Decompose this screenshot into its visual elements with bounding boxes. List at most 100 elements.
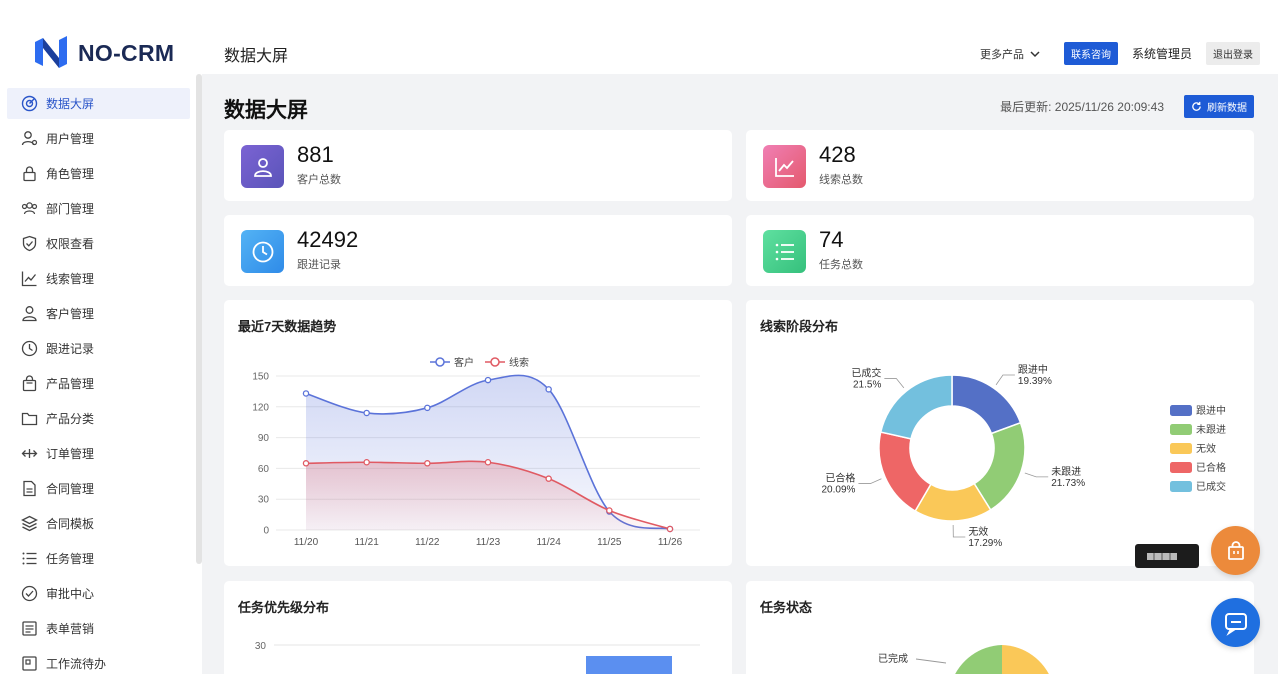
sidebar-item-workflow[interactable]: 工作流待办 <box>7 648 190 674</box>
label-leader <box>995 374 1015 386</box>
stat-card-customers[interactable]: 881 客户总数 <box>224 130 732 201</box>
sidebar-item-departments[interactable]: 部门管理 <box>7 193 190 224</box>
data-point <box>302 390 310 397</box>
data-point <box>606 507 613 514</box>
sidebar-item-label: 数据大屏 <box>46 97 95 111</box>
y-tick-label: 0 <box>263 526 269 537</box>
contact-button[interactable]: 联系咨询 <box>1063 42 1118 65</box>
x-tick-label: 11/26 <box>658 537 683 548</box>
logout-button[interactable]: 退出登录 <box>1206 42 1260 65</box>
group-icon <box>21 202 38 215</box>
sidebar-item-label: 部门管理 <box>46 202 95 216</box>
stat-card-followups[interactable]: 42492 跟进记录 <box>224 215 732 286</box>
sidebar-item-label: 表单营销 <box>46 622 95 636</box>
data-point <box>545 386 552 393</box>
bag-icon <box>1227 540 1244 560</box>
slice-label: 已完成 <box>878 652 908 665</box>
sidebar-item-orders[interactable]: 订单管理 <box>7 438 190 469</box>
refresh-button[interactable]: 刷新数据 <box>1184 95 1254 118</box>
sidebar-item-customers[interactable]: 客户管理 <box>7 298 190 329</box>
label-leader <box>952 524 966 538</box>
sidebar-item-label: 跟进记录 <box>46 342 95 356</box>
sidebar-item-roles[interactable]: 角色管理 <box>7 158 190 189</box>
legend-swatch <box>1170 405 1192 416</box>
sidebar-item-dashboard[interactable]: 数据大屏 <box>7 88 190 119</box>
sidebar-item-label: 工作流待办 <box>46 657 107 671</box>
sidebar-item-tasks[interactable]: 任务管理 <box>7 543 190 574</box>
data-point <box>424 460 431 467</box>
stat-label: 线索总数 <box>819 174 863 186</box>
sidebar-item-approvals[interactable]: 审批中心 <box>7 578 190 609</box>
sidebar-item-users[interactable]: 用户管理 <box>7 123 190 154</box>
logo-mark-icon <box>35 36 67 68</box>
legend-marker <box>490 357 500 367</box>
header-title: 数据大屏 <box>224 48 289 65</box>
sidebar-item-form-marketing[interactable]: 表单营销 <box>7 613 190 644</box>
pie-slice <box>1002 645 1049 674</box>
stat-label: 任务总数 <box>819 259 863 271</box>
sidebar-item-contract-templates[interactable]: 合同模板 <box>7 508 190 539</box>
workflow-icon <box>22 656 37 671</box>
data-point <box>666 525 674 533</box>
sidebar-item-permissions[interactable]: 权限查看 <box>7 228 190 259</box>
slice-name-label: 未跟进 <box>1051 466 1081 478</box>
legend-swatch <box>1170 424 1192 435</box>
task-status-pie: 已完成 <box>878 645 1049 674</box>
form-icon <box>22 621 37 636</box>
sidebar-item-label: 线索管理 <box>46 272 95 286</box>
stat-card-tasks[interactable]: 74 任务总数 <box>746 215 1254 286</box>
shield-icon <box>22 235 37 252</box>
sidebar-item-label: 用户管理 <box>46 132 95 146</box>
user-icon <box>241 145 284 188</box>
shop-float-button[interactable] <box>1211 526 1260 575</box>
panel-title: 最近7天数据趋势 <box>238 319 337 334</box>
user-icon <box>22 306 37 322</box>
legend-label: 无效 <box>1196 442 1216 455</box>
sidebar-item-products[interactable]: 产品管理 <box>7 368 190 399</box>
logo[interactable]: NO-CRM <box>32 36 174 70</box>
page-title: 数据大屏 <box>224 99 308 122</box>
admin-name[interactable]: 系统管理员 <box>1131 47 1192 61</box>
sidebar-item-label: 权限查看 <box>46 237 95 251</box>
sidebar-item-leads[interactable]: 线索管理 <box>7 263 190 294</box>
trend-line-chart: 0 30 60 90 120 150 11/20 11/21 11/22 11/23 11/24 11… <box>252 356 700 548</box>
legend-label: 已成交 <box>1196 480 1226 493</box>
sidebar-item-label: 角色管理 <box>46 167 95 181</box>
sidebar-item-contracts[interactable]: 合同管理 <box>7 473 190 504</box>
logo-text: NO-CRM <box>78 39 175 66</box>
stat-label: 跟进记录 <box>297 259 341 271</box>
header-actions: 更多产品 联系咨询 系统管理员 退出登录 <box>980 42 1260 65</box>
priority-bar-chart: 30 <box>255 641 700 674</box>
slice-percent-label: 21.73% <box>1051 478 1085 489</box>
sidebar-item-followups[interactable]: 跟进记录 <box>7 333 190 364</box>
chat-icon <box>1224 612 1247 636</box>
legend-swatch <box>1170 481 1192 492</box>
sidebar-item-label: 产品管理 <box>46 377 95 391</box>
sidebar-item-label: 合同管理 <box>46 482 95 496</box>
legend-label: 客户 <box>454 356 474 369</box>
data-point <box>363 458 370 466</box>
line-chart-icon <box>763 145 806 188</box>
slice-name-label: 无效 <box>968 525 988 538</box>
slice-percent-label: 19.39% <box>1018 376 1052 387</box>
chat-float-button[interactable] <box>1211 598 1260 647</box>
sidebar-scrollbar[interactable] <box>196 74 202 564</box>
stat-label: 客户总数 <box>297 174 341 186</box>
x-tick-label: 11/20 <box>294 537 319 548</box>
more-products-label: 更多产品 <box>979 48 1024 61</box>
slice-percent-label: 20.09% <box>821 485 855 496</box>
label-leader <box>915 658 947 664</box>
data-point <box>484 376 492 384</box>
slice-name-label: 跟进中 <box>1018 363 1048 376</box>
trend-chart-panel: 最近7天数据趋势 0 30 60 90 120 150 11/20 11/21 11/22 11/… <box>224 300 732 566</box>
more-products-dropdown[interactable]: 更多产品 <box>980 46 1040 62</box>
data-point <box>302 460 310 467</box>
sidebar-item-label: 客户管理 <box>46 307 95 321</box>
slice-percent-label: 21.5% <box>853 380 881 391</box>
bag-icon <box>22 375 37 392</box>
x-tick-label: 11/24 <box>537 537 562 548</box>
stat-card-leads[interactable]: 428 线索总数 <box>746 130 1254 201</box>
sidebar-item-product-categories[interactable]: 产品分类 <box>7 403 190 434</box>
last-update-text: 最后更新: 2025/11/26 20:09:43 <box>1000 100 1164 114</box>
